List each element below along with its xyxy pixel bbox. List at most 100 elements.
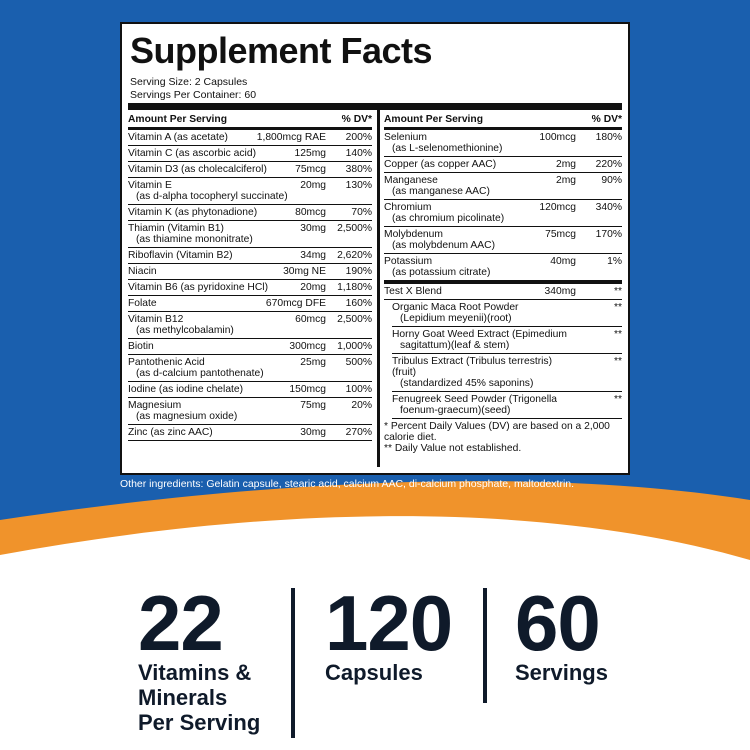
amount: 2mg bbox=[555, 159, 576, 170]
divider bbox=[483, 588, 487, 703]
nutrient: Vitamin D3 (as cholecalciferol) bbox=[128, 164, 295, 175]
nutrient-name: Vitamin C (as ascorbic acid) bbox=[128, 148, 256, 159]
stat-number: 22 bbox=[138, 579, 224, 667]
nutrient: Vitamin B6 (as pyridoxine HCl) bbox=[128, 282, 300, 293]
daily-value: 140% bbox=[345, 148, 372, 159]
nutrient: Iodine (as iodine chelate) bbox=[128, 384, 289, 395]
table-row: Vitamin A (as acetate) 1,800mcg RAE 200% bbox=[128, 130, 372, 146]
nutrient-source: foenum-graecum)(seed) bbox=[400, 405, 511, 416]
column-divider bbox=[377, 103, 380, 467]
nutrient: Copper (as copper AAC) bbox=[384, 159, 556, 170]
stat-label: Servings bbox=[515, 660, 608, 685]
nutrient: Tribulus Extract (Tribulus terrestris)(f… bbox=[392, 356, 576, 389]
nutrient-name: Vitamin K (as phytonadione) bbox=[128, 207, 258, 218]
amount: 34mg bbox=[300, 250, 326, 261]
nutrient-source: (as methylcobalamin) bbox=[136, 325, 234, 336]
header-cell: % DV* bbox=[591, 114, 622, 125]
nutrient-name: Zinc (as zinc AAC) bbox=[128, 427, 213, 438]
table-row: Vitamin B12 (as methylcobalamin) 60mcg 2,50… bbox=[128, 312, 372, 339]
amount: 340mg bbox=[544, 286, 576, 297]
stat-label: Capsules bbox=[325, 660, 423, 685]
daily-value: 2,500% bbox=[337, 223, 372, 234]
table-row: Molybdenum (as molybdenum AAC) 75mcg 170% bbox=[384, 227, 622, 254]
table-row: Vitamin C (as ascorbic acid) 125mg 140% bbox=[128, 146, 372, 162]
nutrient-name: Fenugreek Seed Powder (Trigonella bbox=[392, 394, 558, 405]
amount: 670mcg DFE bbox=[265, 298, 326, 309]
nutrient: Potassium (as potassium citrate) bbox=[384, 256, 550, 278]
nutrient: Niacin bbox=[128, 266, 283, 277]
amount: 30mg NE bbox=[283, 266, 326, 277]
footnotes: * Percent Daily Values (DV) are based on… bbox=[384, 419, 622, 454]
stat-number: 120 bbox=[325, 579, 453, 667]
daily-value: 220% bbox=[595, 159, 622, 170]
nutrient: Test X Blend bbox=[384, 286, 545, 297]
amount: 75mcg bbox=[545, 229, 576, 240]
nutrient-source: (as manganese AAC) bbox=[392, 186, 490, 197]
nutrient-name: Iodine (as iodine chelate) bbox=[128, 384, 244, 395]
table-row: Vitamin K (as phytonadione) 80mcg 70% bbox=[128, 205, 372, 221]
daily-value: 340% bbox=[595, 202, 622, 213]
amount: 2mg bbox=[555, 175, 576, 186]
footnote: ** Daily Value not established. bbox=[384, 443, 522, 454]
daily-value: 70% bbox=[351, 207, 372, 218]
nutrient: Manganese (as manganese AAC) bbox=[384, 175, 556, 197]
servings: Servings Per Container: 60 bbox=[130, 89, 257, 101]
table-row: Niacin 30mg NE 190% bbox=[128, 264, 372, 280]
table-row: Zinc (as zinc AAC) 30mg 270% bbox=[128, 425, 372, 441]
nutrient-name: Folate bbox=[128, 298, 157, 309]
nutrient: Organic Maca Root Powder (Lepidium meyeni… bbox=[392, 302, 576, 324]
title: Supplement Facts bbox=[130, 30, 433, 71]
daily-value: ** bbox=[613, 356, 622, 367]
nutrient-name: Thiamin (Vitamin B1) bbox=[128, 223, 224, 234]
amount: 20mg bbox=[300, 180, 326, 191]
nutrient-name: Magnesium bbox=[128, 400, 182, 411]
divider bbox=[291, 588, 295, 738]
nutrient: Pantothenic Acid (as d-calcium pantothena… bbox=[128, 357, 300, 379]
header-cell: % DV* bbox=[341, 114, 372, 125]
table-row: Fenugreek Seed Powder (Trigonella foenum-… bbox=[392, 392, 622, 419]
right-column: Amount Per Serving % DV* Selenium (as L-sel… bbox=[384, 112, 622, 454]
nutrient: Chromium (as chromium picolinate) bbox=[384, 202, 539, 224]
daily-value: ** bbox=[613, 394, 622, 405]
amount: 20mg bbox=[300, 282, 326, 293]
nutrient: Zinc (as zinc AAC) bbox=[128, 427, 300, 438]
daily-value: 380% bbox=[345, 164, 372, 175]
nutrient: Molybdenum (as molybdenum AAC) bbox=[384, 229, 545, 251]
daily-value: 190% bbox=[345, 266, 372, 277]
nutrient-name: Molybdenum bbox=[384, 229, 443, 240]
nutrient: Vitamin K (as phytonadione) bbox=[128, 207, 295, 218]
table-row: Folate 670mcg DFE 160% bbox=[128, 296, 372, 312]
nutrient-name: Vitamin A (as acetate) bbox=[128, 132, 228, 143]
nutrient-name: Horny Goat Weed Extract (Epimedium bbox=[392, 329, 567, 340]
daily-value: ** bbox=[613, 302, 622, 313]
table-row: Vitamin B6 (as pyridoxine HCl) 20mg 1,180% bbox=[128, 280, 372, 296]
daily-value: 270% bbox=[345, 427, 372, 438]
header-cell: Amount Per Serving bbox=[384, 114, 483, 125]
nutrient-name: Copper (as copper AAC) bbox=[384, 159, 497, 170]
nutrient-name: Vitamin B6 (as pyridoxine HCl) bbox=[128, 282, 269, 293]
header-cell: Amount Per Serving bbox=[128, 114, 227, 125]
serving-size: Serving Size: 2 Capsules bbox=[130, 76, 248, 88]
daily-value: 1,000% bbox=[337, 341, 372, 352]
table-row: Selenium (as L-selenomethionine) 100mcg 180… bbox=[384, 130, 622, 157]
nutrient: Magnesium (as magnesium oxide) bbox=[128, 400, 300, 422]
nutrient-name: Riboflavin (Vitamin B2) bbox=[128, 250, 233, 261]
nutrient: Vitamin E (as d-alpha tocopheryl succinat… bbox=[128, 180, 300, 202]
nutrient-source: (as d-calcium pantothenate) bbox=[136, 368, 264, 379]
table-row: Pantothenic Acid (as d-calcium pantothena… bbox=[128, 355, 372, 382]
amount: 40mg bbox=[550, 256, 576, 267]
other-ingredients: Other ingredients: Gelatin capsule, stea… bbox=[120, 478, 575, 490]
table-row: Riboflavin (Vitamin B2) 34mg 2,620% bbox=[128, 248, 372, 264]
amount: 25mg bbox=[300, 357, 326, 368]
nutrient-source: (as molybdenum AAC) bbox=[392, 240, 496, 251]
table-row: Magnesium (as magnesium oxide) 75mg 20% bbox=[128, 398, 372, 425]
daily-value: 200% bbox=[345, 132, 372, 143]
nutrient-source: (as magnesium oxide) bbox=[136, 411, 238, 422]
nutrient: Vitamin C (as ascorbic acid) bbox=[128, 148, 295, 159]
amount: 60mcg bbox=[295, 314, 326, 325]
nutrient: Thiamin (Vitamin B1) (as thiamine mononit… bbox=[128, 223, 300, 245]
nutrient-source: (as potassium citrate) bbox=[392, 267, 491, 278]
daily-value: 1% bbox=[607, 256, 622, 267]
table-row: Biotin 300mcg 1,000% bbox=[128, 339, 372, 355]
nutrient-source: (as L-selenomethionine) bbox=[392, 143, 503, 154]
